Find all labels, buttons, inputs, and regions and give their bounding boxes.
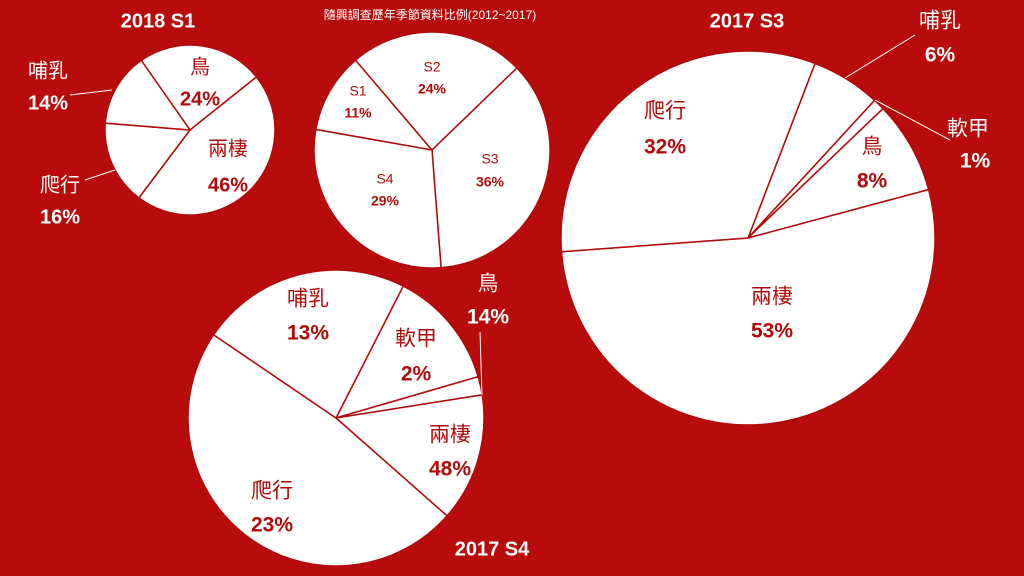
value-label: 48% xyxy=(429,458,471,481)
value-label: 2% xyxy=(401,363,432,386)
value-label: 32% xyxy=(644,136,686,159)
chart-title: 2017 S3 xyxy=(710,10,785,32)
pie-slice xyxy=(314,59,434,152)
value-label: 36% xyxy=(476,174,505,190)
slice-label: 鳥 xyxy=(478,273,499,296)
slice-label: 鳥 xyxy=(190,55,210,78)
value-label: 6% xyxy=(925,44,956,67)
slice-label: S3 xyxy=(481,151,498,167)
slice-label: 爬行 xyxy=(40,173,80,196)
value-label: 14% xyxy=(28,92,68,114)
value-label: 53% xyxy=(751,320,793,343)
pie-slice xyxy=(560,188,936,426)
value-label: 14% xyxy=(467,306,509,329)
pie-slice xyxy=(334,393,485,517)
slice-label: 爬行 xyxy=(251,480,293,503)
slice-label: 哺乳 xyxy=(919,10,961,33)
leader-line xyxy=(874,99,951,141)
pie-slice xyxy=(104,59,192,131)
value-label: 1% xyxy=(960,150,991,173)
value-label: 8% xyxy=(857,170,888,193)
pie-slice xyxy=(187,333,449,567)
value-label: 29% xyxy=(371,193,400,209)
slice-label: 爬行 xyxy=(644,100,686,123)
slice-label: 鳥 xyxy=(862,136,883,159)
slice-label: 兩棲 xyxy=(429,424,471,447)
leader-line xyxy=(479,331,483,396)
page-title: 隨興調查歷年季節資料比例(2012~2017) xyxy=(324,7,536,22)
pie-slice xyxy=(354,31,518,152)
chart-title: 2017 S4 xyxy=(455,538,530,560)
value-label: 24% xyxy=(180,88,220,110)
pie-slice xyxy=(747,107,930,239)
value-label: 11% xyxy=(344,105,372,121)
chart-title: 2018 S1 xyxy=(121,10,196,32)
pie-slice xyxy=(431,66,551,269)
leader-line xyxy=(84,169,116,181)
slice-label: 軟甲 xyxy=(947,118,989,141)
slice-label: 軟甲 xyxy=(395,328,437,351)
pie-slice xyxy=(334,285,480,420)
leader-line xyxy=(844,34,916,79)
slice-label: 哺乳 xyxy=(28,59,68,82)
slice-label: S2 xyxy=(423,59,440,75)
pie-slice xyxy=(104,122,192,199)
pie-slice xyxy=(212,269,405,420)
pie-slice xyxy=(560,50,816,253)
value-label: 23% xyxy=(251,514,293,537)
value-label: 13% xyxy=(287,322,329,345)
slice-label: 哺乳 xyxy=(287,288,329,311)
value-label: 16% xyxy=(40,206,80,228)
pie-slice xyxy=(313,128,442,269)
slice-label: S4 xyxy=(376,171,393,187)
leader-line xyxy=(69,89,113,96)
value-label: 46% xyxy=(208,174,248,196)
value-label: 24% xyxy=(418,81,447,97)
pie-slice xyxy=(137,75,276,216)
slice-label: S1 xyxy=(349,83,366,99)
pie-slice xyxy=(140,44,258,132)
slice-label: 兩棲 xyxy=(751,286,793,309)
slice-label: 兩棲 xyxy=(208,137,248,160)
